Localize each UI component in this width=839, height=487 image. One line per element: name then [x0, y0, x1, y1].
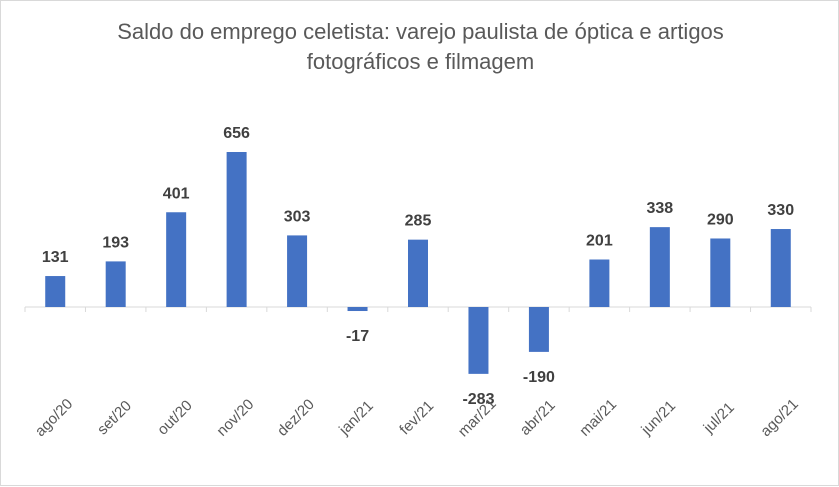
x-tick-label: fev/21 — [396, 397, 437, 438]
data-label: 131 — [42, 249, 69, 266]
x-tick-label: out/20 — [154, 397, 196, 439]
x-tick-label: set/20 — [94, 397, 135, 438]
bar — [408, 239, 428, 307]
x-tick-label: nov/20 — [213, 396, 257, 440]
data-label: 193 — [102, 234, 129, 251]
bar — [226, 152, 247, 307]
x-tick-label: jul/21 — [700, 399, 738, 437]
data-label: 285 — [405, 213, 432, 230]
bar — [287, 235, 308, 307]
bar — [589, 259, 610, 307]
data-label: -190 — [523, 369, 555, 386]
x-tick-label: ago/21 — [757, 396, 801, 440]
data-label: 290 — [707, 211, 734, 228]
bar — [649, 227, 670, 307]
x-tick-label: jan/21 — [335, 397, 377, 439]
x-tick-label: mai/21 — [576, 396, 620, 440]
chart-title: Saldo do emprego celetista: varejo pauli… — [117, 19, 724, 74]
bar — [347, 307, 368, 312]
bar — [528, 307, 549, 352]
bar — [770, 229, 791, 307]
x-tick-label: abr/21 — [517, 397, 559, 439]
data-label: 656 — [223, 125, 250, 142]
data-label: 401 — [163, 185, 190, 202]
bar — [166, 212, 187, 307]
data-label: 338 — [646, 200, 673, 217]
bar — [468, 307, 489, 374]
data-label: -17 — [346, 328, 369, 345]
data-label: -283 — [462, 391, 494, 408]
x-tick-label: ago/20 — [32, 396, 76, 440]
data-label: 330 — [767, 202, 794, 219]
bar — [45, 276, 66, 307]
bar — [710, 238, 731, 307]
data-label: 303 — [284, 208, 311, 225]
data-label: 201 — [586, 233, 613, 250]
x-tick-label: jun/21 — [637, 397, 679, 439]
bar — [105, 261, 126, 307]
x-tick-label: dez/20 — [274, 396, 318, 440]
